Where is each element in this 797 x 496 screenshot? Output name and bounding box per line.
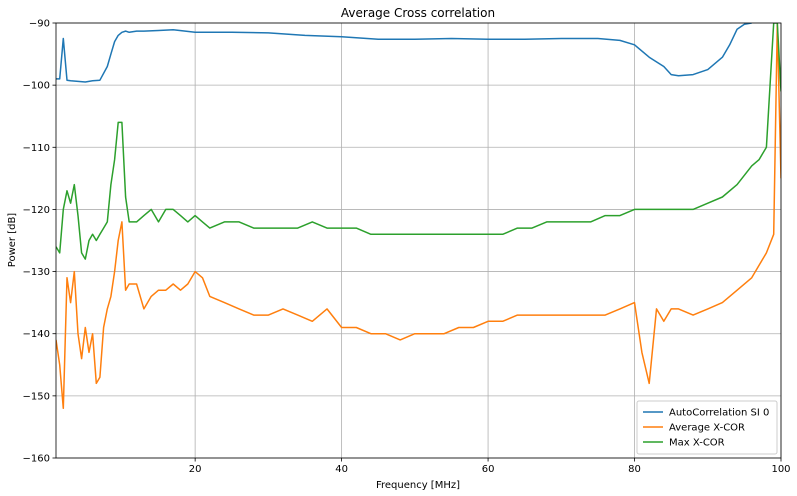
x-tick-label: 60	[482, 464, 495, 475]
series-line-2	[56, 23, 781, 410]
plot-frame	[55, 22, 782, 459]
legend-label: Max X-COR	[669, 438, 725, 449]
y-tick-label: −150	[23, 391, 50, 402]
series-group	[56, 23, 781, 410]
chart-title: Average Cross correlation	[341, 6, 495, 20]
series-line-1	[56, 23, 752, 83]
legend-label: Average X-COR	[669, 423, 745, 434]
y-axis-title: Power [dB]	[7, 213, 18, 268]
axis-ticks: 20 40 60 80 100 −90 −100 −110 −120 −130 −140 −150 −1…	[23, 19, 791, 476]
legend-box	[636, 400, 778, 455]
x-axis-title: Frequency [MHz]	[376, 480, 460, 491]
legend-label: AutoCorrelation SI 0	[669, 408, 769, 419]
y-tick-label: −110	[23, 143, 50, 154]
x-tick-label: 80	[628, 464, 641, 475]
y-tick-label: −90	[29, 19, 50, 30]
y-tick-label: −100	[23, 81, 50, 92]
x-tick-label: 100	[771, 464, 790, 475]
x-tick-label: 20	[189, 464, 202, 475]
x-tick-label: 40	[335, 464, 348, 475]
y-tick-label: −120	[23, 205, 50, 216]
series-line-3	[56, 23, 781, 260]
y-tick-label: −160	[23, 454, 50, 465]
legend: AutoCorrelation SI 0 Average X-COR Max X-C…	[636, 400, 778, 455]
y-tick-label: −140	[23, 329, 50, 340]
y-tick-label: −130	[23, 267, 50, 278]
